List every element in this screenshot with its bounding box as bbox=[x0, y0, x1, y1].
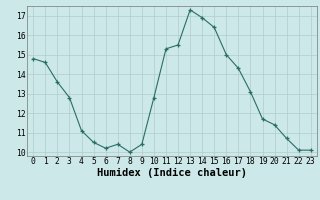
X-axis label: Humidex (Indice chaleur): Humidex (Indice chaleur) bbox=[97, 168, 247, 178]
